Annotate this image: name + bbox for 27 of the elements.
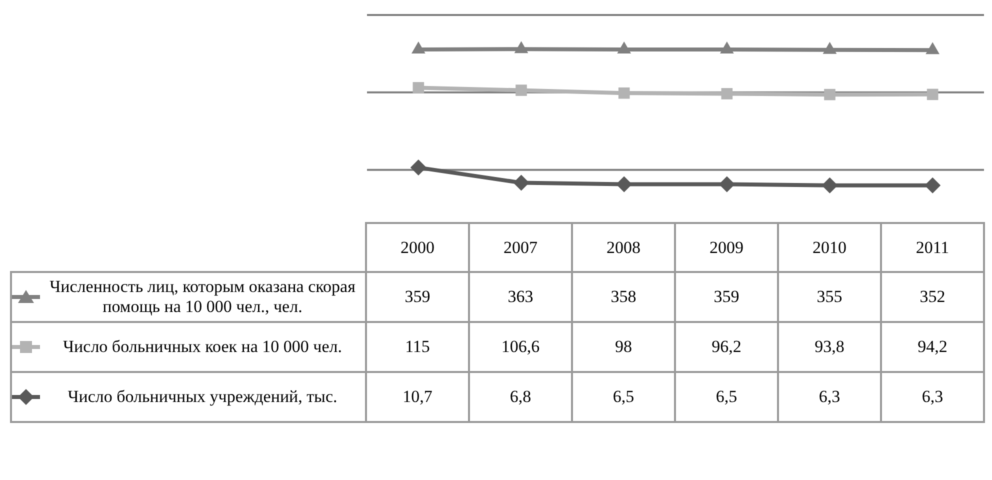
data-label: 98: [572, 322, 675, 372]
data-label: 358: [572, 272, 675, 322]
data-label: 359: [366, 272, 469, 322]
x-tick-label: 2009: [675, 223, 778, 272]
data-label: 363: [469, 272, 572, 322]
legend-label: Число больничных коек на 10 000 чел.: [62, 337, 343, 357]
data-label: 96,2: [675, 322, 778, 372]
x-tick-label: 2010: [778, 223, 881, 272]
data-label: 94,2: [881, 322, 984, 372]
data-label: 6,3: [778, 372, 881, 422]
x-tick-label: 2007: [469, 223, 572, 272]
legend-label: Численность лиц, которым оказана скорая помощь на 10 000 чел., чел.: [48, 277, 356, 317]
legend-label: Число больничных учреждений, тыс.: [66, 387, 338, 407]
data-label: 6,8: [469, 372, 572, 422]
data-label: 6,5: [572, 372, 675, 422]
data-label: 355: [778, 272, 881, 322]
data-label: 10,7: [366, 372, 469, 422]
x-tick-label: 2011: [881, 223, 984, 272]
x-tick-label: 2008: [572, 223, 675, 272]
data-label: 6,5: [675, 372, 778, 422]
data-label: 106,6: [469, 322, 572, 372]
x-tick-label: 2000: [366, 223, 469, 272]
data-label: 352: [881, 272, 984, 322]
data-label: 6,3: [881, 372, 984, 422]
data-label: 93,8: [778, 322, 881, 372]
data-label: 115: [366, 322, 469, 372]
data-label: 359: [675, 272, 778, 322]
